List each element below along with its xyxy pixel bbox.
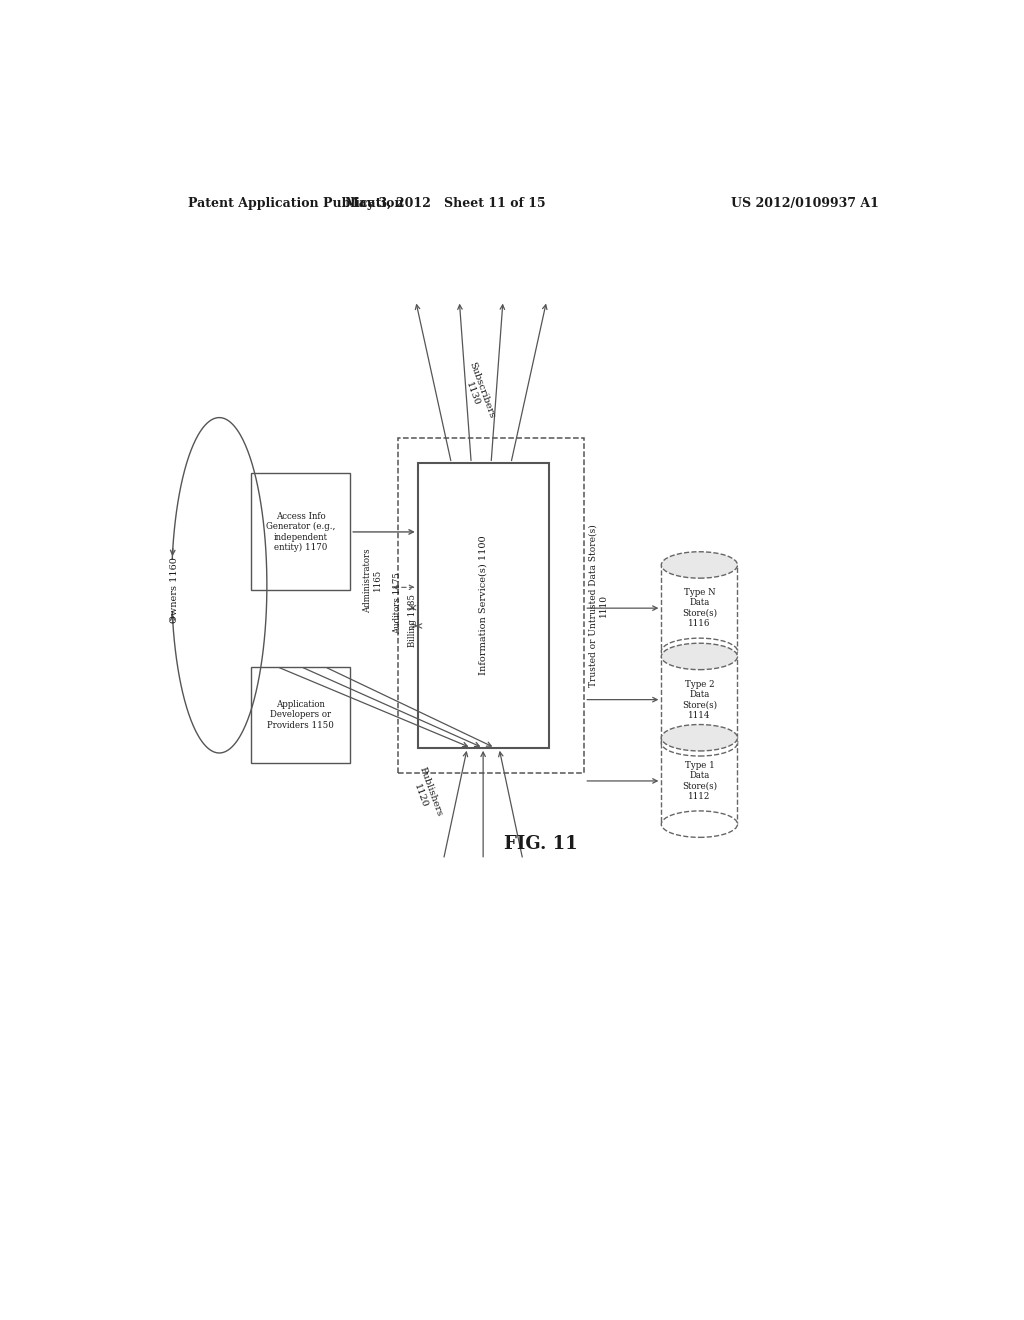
Ellipse shape bbox=[662, 643, 737, 669]
Bar bbox=[397, 438, 585, 774]
Text: Subscribers
1130: Subscribers 1130 bbox=[458, 360, 497, 424]
Text: Type 1
Data
Store(s)
1112: Type 1 Data Store(s) 1112 bbox=[682, 760, 717, 801]
Text: Access Info
Generator (e.g.,
independent
entity) 1170: Access Info Generator (e.g., independent… bbox=[266, 512, 335, 552]
Text: Type N
Data
Store(s)
1116: Type N Data Store(s) 1116 bbox=[682, 587, 717, 628]
Text: Billing 1185: Billing 1185 bbox=[408, 594, 417, 647]
Text: Auditors 1175: Auditors 1175 bbox=[393, 572, 402, 634]
Text: Type 2
Data
Store(s)
1114: Type 2 Data Store(s) 1114 bbox=[682, 680, 717, 719]
Ellipse shape bbox=[662, 638, 737, 664]
Text: Administrators
1165: Administrators 1165 bbox=[362, 548, 382, 612]
Bar bbox=[662, 738, 737, 824]
Text: Publishers
1120: Publishers 1120 bbox=[408, 766, 443, 821]
Text: Patent Application Publication: Patent Application Publication bbox=[187, 197, 403, 210]
Text: Owners 1160: Owners 1160 bbox=[170, 557, 178, 623]
Ellipse shape bbox=[662, 730, 737, 756]
Bar bbox=[418, 463, 549, 748]
Bar bbox=[662, 656, 737, 743]
Text: Information Service(s) 1100: Information Service(s) 1100 bbox=[478, 536, 487, 676]
Text: Application
Developers or
Providers 1150: Application Developers or Providers 1150 bbox=[267, 700, 334, 730]
Ellipse shape bbox=[662, 725, 737, 751]
Ellipse shape bbox=[662, 552, 737, 578]
Text: May 3, 2012   Sheet 11 of 15: May 3, 2012 Sheet 11 of 15 bbox=[345, 197, 546, 210]
Text: FIG. 11: FIG. 11 bbox=[504, 836, 578, 854]
Bar bbox=[251, 667, 350, 763]
Bar bbox=[251, 474, 350, 590]
Text: US 2012/0109937 A1: US 2012/0109937 A1 bbox=[731, 197, 879, 210]
Text: Trusted or Untrusted Data Store(s)
1110: Trusted or Untrusted Data Store(s) 1110 bbox=[588, 524, 607, 686]
Ellipse shape bbox=[662, 810, 737, 837]
Bar bbox=[662, 565, 737, 651]
